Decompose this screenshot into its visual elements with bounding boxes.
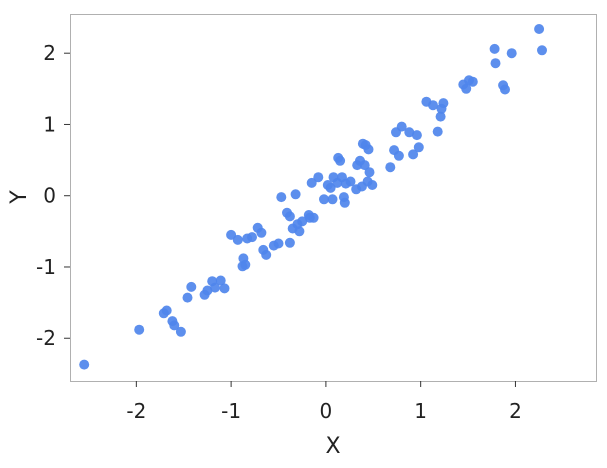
data-point	[385, 162, 396, 173]
data-point	[256, 227, 267, 238]
data-point	[489, 43, 500, 54]
data-point	[134, 324, 145, 335]
data-point	[393, 150, 404, 161]
y-tick-label: -2	[36, 326, 56, 350]
data-point	[319, 194, 329, 205]
data-point	[363, 144, 374, 155]
y-axis-title: Y	[7, 190, 32, 205]
data-point	[240, 259, 251, 270]
data-point	[297, 216, 308, 227]
plot-frame	[70, 14, 597, 382]
x-tick-label: 1	[414, 399, 427, 423]
x-axis: -2 -1 0 1 2	[126, 381, 522, 423]
data-point	[438, 98, 449, 109]
y-tick-label: 1	[43, 112, 56, 136]
data-point	[432, 126, 443, 137]
data-point	[308, 212, 319, 223]
data-point	[210, 282, 220, 293]
x-axis-title: X	[325, 434, 340, 459]
data-point	[327, 194, 338, 205]
data-point	[247, 232, 257, 243]
data-point	[186, 281, 197, 292]
data-point	[506, 48, 517, 59]
data-point	[413, 142, 424, 153]
data-point	[367, 180, 378, 190]
data-point	[202, 285, 213, 296]
data-point	[435, 111, 446, 122]
data-point	[490, 58, 501, 69]
y-tick-label: -1	[36, 255, 56, 279]
data-point	[232, 234, 243, 245]
x-tick-label: 2	[509, 399, 522, 423]
data-point	[339, 197, 350, 208]
data-point	[428, 100, 438, 111]
data-point	[79, 359, 90, 370]
data-point	[290, 189, 301, 200]
data-point	[359, 160, 370, 171]
data-point	[534, 24, 545, 34]
x-tick-label: -2	[126, 399, 146, 423]
data-point	[408, 149, 419, 160]
data-point	[396, 121, 407, 132]
y-tick-label: 0	[43, 184, 56, 208]
x-tick-label: 0	[320, 399, 333, 423]
data-point	[467, 76, 478, 87]
data-point	[273, 238, 284, 249]
data-point	[461, 83, 472, 94]
data-point	[364, 167, 375, 178]
data-point	[276, 192, 287, 203]
data-point	[182, 292, 193, 303]
y-axis: -2 -1 0 1 2	[36, 41, 70, 350]
y-tick-label: 2	[43, 41, 56, 65]
data-point	[219, 283, 230, 294]
data-point	[537, 45, 547, 56]
data-point	[161, 305, 172, 316]
data-point	[404, 127, 415, 138]
data-point	[335, 155, 346, 166]
data-point	[313, 172, 324, 183]
data-point	[345, 176, 356, 187]
data-point	[169, 320, 180, 331]
points-layer	[79, 24, 547, 370]
data-point	[284, 211, 295, 222]
data-point	[500, 84, 510, 95]
data-point	[175, 326, 186, 337]
data-point	[215, 275, 226, 286]
data-point	[284, 237, 295, 248]
x-tick-label: -1	[221, 399, 241, 423]
data-point	[306, 177, 317, 188]
data-point	[411, 130, 422, 141]
data-point	[261, 249, 272, 260]
data-point	[294, 226, 305, 237]
